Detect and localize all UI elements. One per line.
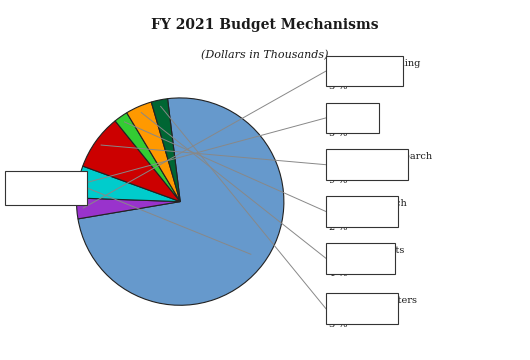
Text: Research Training
$14,400
3 %: Research Training $14,400 3 % bbox=[329, 59, 420, 91]
Text: R&D Contracts
$18,430
4 %: R&D Contracts $18,430 4 % bbox=[329, 246, 404, 279]
Text: Other Research
$9,700
2 %: Other Research $9,700 2 % bbox=[329, 199, 407, 232]
Text: Intramural Research
$38,577
9 %: Intramural Research $38,577 9 % bbox=[329, 152, 432, 185]
Text: Research Project Grants
$331,578
74 %: Research Project Grants $331,578 74 % bbox=[8, 174, 129, 207]
Wedge shape bbox=[76, 166, 180, 202]
Text: RMS
$22,325
5 %: RMS $22,325 5 % bbox=[329, 105, 369, 138]
Text: Research Centers
$11,387
3 %: Research Centers $11,387 3 % bbox=[329, 296, 417, 329]
Wedge shape bbox=[76, 198, 180, 219]
Text: (Dollars in Thousands): (Dollars in Thousands) bbox=[201, 50, 329, 61]
Wedge shape bbox=[83, 121, 180, 202]
Wedge shape bbox=[127, 102, 180, 202]
Wedge shape bbox=[78, 98, 284, 305]
Text: FY 2021 Budget Mechanisms: FY 2021 Budget Mechanisms bbox=[151, 18, 379, 32]
Wedge shape bbox=[151, 99, 180, 202]
Wedge shape bbox=[115, 113, 180, 202]
